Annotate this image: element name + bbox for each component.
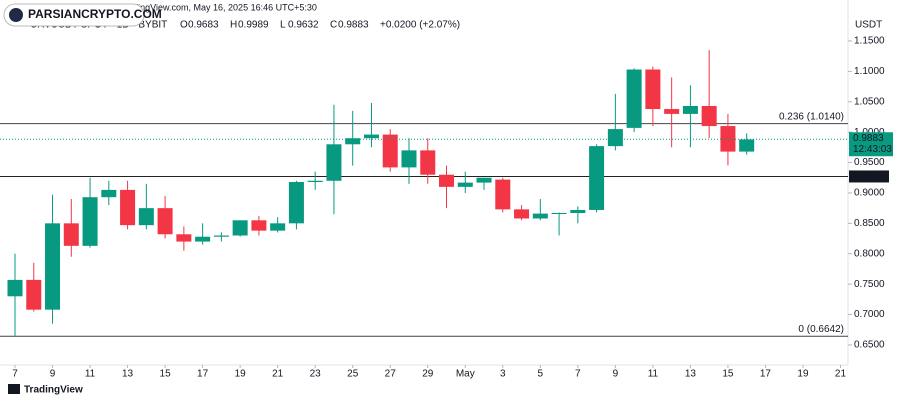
y-tick-label: 1.1000 [854,66,885,77]
candle-body [401,150,417,168]
candle-body [439,174,455,187]
x-tick-label: 15 [160,369,172,380]
y-tick-label: 0.6500 [854,340,885,351]
level-label: 0 (0.6642) [798,324,844,335]
candle-body [551,213,567,215]
x-tick-label: 25 [347,369,359,380]
candle-body [251,220,267,231]
x-tick-label: 7 [12,369,18,380]
x-tick-label: 7 [575,369,581,380]
watermark-icon [9,8,23,22]
candle-body [514,209,530,219]
candle-body [120,189,136,226]
y-tick-label: 0.9000 [854,188,885,199]
candle-body [138,208,154,226]
x-tick-label: 29 [422,369,434,380]
candle-body [363,134,379,139]
candle-body [570,209,586,214]
candle-body [645,69,661,110]
x-tick-label: 17 [760,369,772,380]
y-tick-label: 0.8000 [854,248,885,259]
caption: TradingView.com, May 16, 2025 16:46 UTC+… [120,2,317,12]
x-tick-label: 3 [500,369,506,380]
candle-body [664,109,680,114]
candle-body [307,180,323,182]
x-tick-label: 11 [85,369,96,380]
ohlc-value: 0.9883 [338,20,369,31]
watermark-badge [3,3,145,27]
y-tick-label: 1.0500 [854,96,885,107]
candle-body [420,150,436,175]
candle-body [326,144,342,181]
candle-body [82,197,98,246]
candle-body [232,220,248,236]
ohlc-value: 0.9989 [238,20,269,31]
candle-body [720,126,736,152]
x-tick-label: 9 [50,369,56,380]
ohlc-key: L [280,20,286,31]
x-tick-label: 13 [122,369,134,380]
candle-body [626,69,642,128]
ohlc-key: C [330,20,337,31]
x-tick-label: 23 [310,369,322,380]
ohlc-key: O [180,20,188,31]
x-tick-label: 19 [797,369,809,380]
last-price-label: 0.9883 [853,133,884,144]
x-tick-label: 21 [272,369,284,380]
candle-body [213,235,229,237]
x-tick-label: 5 [538,369,544,380]
candle-body [7,279,23,297]
candle-body [345,138,361,145]
ohlc-key: H [230,20,237,31]
change: +0.0200 (+2.07%) [380,20,460,31]
x-tick-label: 21 [835,369,847,380]
countdown: 12:43:03 [853,144,892,155]
brand-logo [8,384,20,394]
candle-body [157,208,173,235]
last-price-badge [849,132,893,157]
candle-body [739,139,755,152]
candle-body [270,223,286,231]
y-tick-label: 0.9500 [854,157,885,168]
candle-body [382,134,398,168]
brand: TradingView [24,385,83,396]
candle-body [457,182,473,187]
candle-body [532,213,548,219]
marker-label: 0.9271 [853,171,884,182]
candle-body [63,223,79,246]
candle-body [476,177,492,183]
candle-body [26,279,42,310]
candle-body [589,146,605,210]
level-label: 0.236 (1.0140) [779,111,844,122]
candle-body [101,189,117,198]
candle-body [195,236,211,242]
y-tick-label: 0.7500 [854,279,885,290]
x-tick-label: May [456,369,475,380]
x-tick-label: 27 [385,369,397,380]
x-tick-label: 13 [685,369,697,380]
watermark: PARSIANCRYPTO.COM [28,7,162,21]
candle-body [176,234,192,242]
y-tick-label: 0.7000 [854,309,885,320]
candle-body [288,181,304,224]
candle-body [495,179,511,210]
ohlc-value: 0.9683 [188,20,219,31]
y-tick-label: 1.1500 [854,36,885,47]
ohlc-value: 0.9632 [288,20,319,31]
x-tick-label: 19 [235,369,247,380]
x-tick-label: 15 [722,369,734,380]
x-tick-label: 11 [648,369,659,380]
x-tick-label: 9 [613,369,619,380]
candle-body [682,105,698,114]
candle-body [607,129,623,147]
marker-badge [849,170,889,183]
currency: USDT [855,20,882,31]
candle-body [45,223,61,310]
candle-body [701,105,717,127]
y-tick-label: 0.8500 [854,218,885,229]
x-tick-label: 17 [197,369,209,380]
